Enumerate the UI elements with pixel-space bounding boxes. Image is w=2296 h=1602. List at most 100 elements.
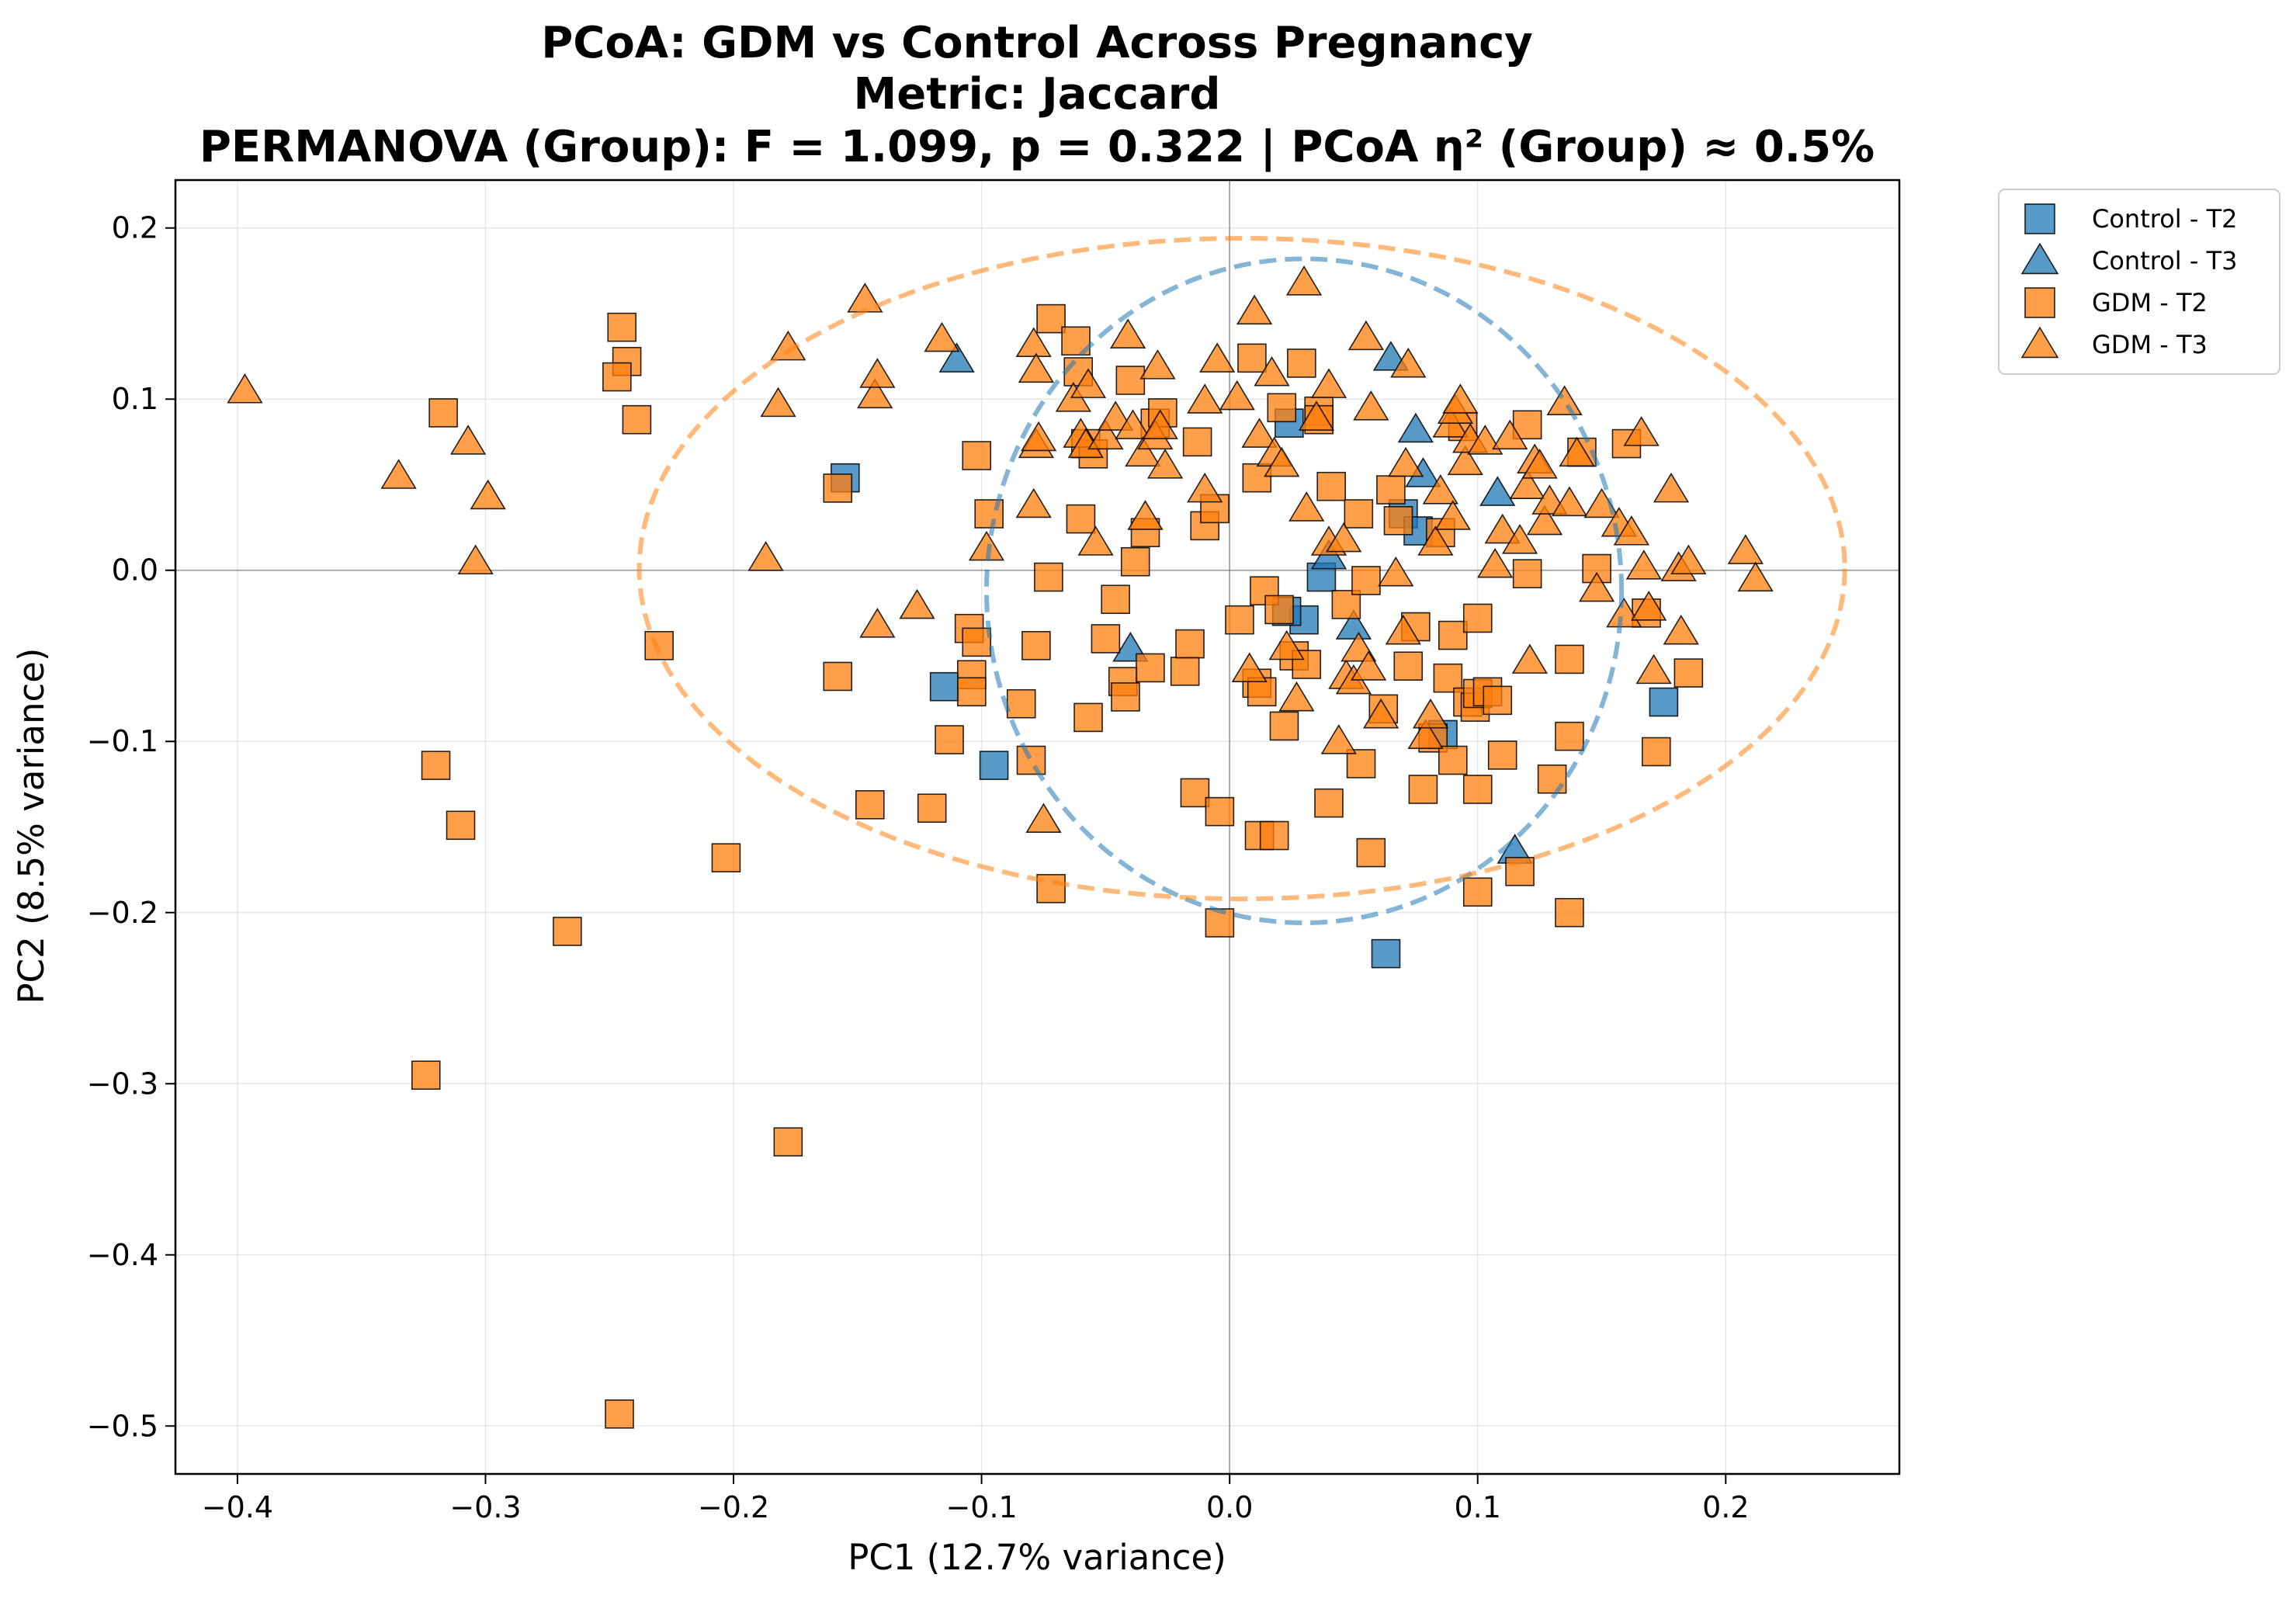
gdm-t2-square-point xyxy=(1120,546,1150,577)
gdm-t2-square-point xyxy=(1344,499,1374,529)
gdm-t3-triangle-point xyxy=(1219,380,1255,411)
gdm-t3-triangle-point xyxy=(1551,486,1588,517)
control-ellipse xyxy=(983,256,1625,925)
gdm-t3-triangle-point xyxy=(1559,436,1595,467)
gdm-t2-square-point xyxy=(607,312,637,342)
gdm-t2-square-point xyxy=(428,398,458,428)
y-tick-label: 0.1 xyxy=(112,382,158,416)
gdm-t3-triangle-point xyxy=(449,425,487,455)
gdm-t2-square-point xyxy=(1331,590,1361,619)
legend-marker-control-t2 xyxy=(2024,203,2055,234)
gdm-t2-square-point xyxy=(974,499,1004,529)
gdm-t2-square-point xyxy=(1170,657,1200,686)
y-tick-label: −0.2 xyxy=(87,896,158,930)
gdm-t3-triangle-point xyxy=(760,387,796,418)
gdm-t3-triangle-point xyxy=(1737,561,1774,592)
gdm-t2-square-point xyxy=(1408,775,1438,804)
gdm-t2-square-point xyxy=(1346,749,1376,778)
gdm-t3-triangle-point xyxy=(1625,550,1662,580)
gdm-t2-square-point xyxy=(1462,877,1493,907)
gdm-t2-square-point xyxy=(1555,897,1584,928)
x-tick-label: 0.1 xyxy=(1455,1490,1501,1524)
gdm-t3-triangle-point xyxy=(1385,614,1422,645)
gdm-t3-triangle-point xyxy=(1236,294,1273,325)
gdm-t2-square-point xyxy=(1259,820,1289,851)
control-t2-square-point xyxy=(979,751,1009,780)
gdm-t3-triangle-point xyxy=(1653,472,1690,503)
gdm-t2-square-point xyxy=(411,1060,441,1091)
gdm-t2-square-point xyxy=(1016,745,1046,775)
x-tick-label: −0.2 xyxy=(698,1490,769,1524)
gdm-t2-square-point xyxy=(1250,576,1279,606)
gdm-t3-triangle-point xyxy=(1362,698,1399,729)
gdm-t3-triangle-point xyxy=(1070,368,1107,398)
gdm-t3-triangle-point xyxy=(1278,681,1315,712)
x-axis-ticks: −0.4 −0.3 −0.2 −0.1 0.0 0.1 0.2 xyxy=(202,1474,1750,1524)
gdm-t2-square-point xyxy=(1091,624,1121,654)
x-tick-label: −0.4 xyxy=(202,1490,273,1524)
control-t2-square-point xyxy=(929,671,959,702)
gdm-t2-square-point xyxy=(1247,677,1277,707)
y-tick-label: 0.0 xyxy=(112,553,158,588)
gdm-t3-triangle-point xyxy=(1127,500,1164,530)
gdm-t2-square-point xyxy=(1673,658,1704,688)
gdm-t2-square-point xyxy=(1242,463,1272,493)
gdm-t2-square-point xyxy=(1269,711,1299,741)
gdm-t3-triangle-point xyxy=(859,358,896,388)
control-t2-square-point xyxy=(1371,938,1401,969)
gdm-t3-triangle-point xyxy=(1417,525,1454,556)
gdm-t2-square-point xyxy=(421,751,451,780)
x-tick-label: −0.1 xyxy=(945,1490,1017,1524)
gdm-t2-square-point xyxy=(823,473,853,503)
gdm-t3-triangle-point xyxy=(457,544,494,575)
gdm-t2-square-point xyxy=(1006,688,1036,719)
gdm-t3-triangle-point xyxy=(924,321,960,352)
x-tick-label: −0.3 xyxy=(449,1490,521,1524)
gdm-t3-triangle-point xyxy=(1139,349,1176,380)
legend-label-control-t3: Control - T3 xyxy=(2092,246,2237,276)
y-tick-label: −0.3 xyxy=(87,1066,158,1101)
gdm-t3-triangle-point xyxy=(1526,505,1563,536)
gdm-t3-triangle-point xyxy=(1546,385,1583,415)
x-axis-label: PC1 (12.7% variance) xyxy=(848,1537,1226,1578)
gdm-t3-triangle-point xyxy=(1407,719,1444,749)
gdm-t2-square-point xyxy=(644,630,674,661)
gdm-t3-triangle-point xyxy=(1613,515,1650,546)
gdm-t3-triangle-point xyxy=(1285,265,1323,296)
legend-label-control-t2: Control - T2 xyxy=(2092,204,2237,234)
gdm-t2-square-point xyxy=(1225,605,1254,635)
gdm-t2-square-point xyxy=(1021,630,1051,661)
gdm-t3-triangle-point xyxy=(1241,418,1278,448)
gdm-t3-triangle-point xyxy=(1484,513,1521,544)
chart-subtitle: Metric: Jaccard xyxy=(854,69,1221,120)
control-t3-triangle-point xyxy=(1397,412,1434,443)
gdm-t3-triangle-point xyxy=(1115,409,1151,439)
gdm-t3-triangle-point xyxy=(1492,419,1528,450)
y-tick-label: −0.1 xyxy=(87,724,158,758)
x-tick-label: 0.2 xyxy=(1702,1490,1749,1524)
gdm-t3-triangle-point xyxy=(1631,591,1667,621)
gdm-t2-square-point xyxy=(1111,682,1140,712)
gdm-t2-square-point xyxy=(1287,348,1316,378)
y-tick-label: −0.4 xyxy=(87,1238,158,1272)
y-tick-label: 0.2 xyxy=(112,211,158,245)
gdm-t2-square-point xyxy=(1376,475,1406,505)
control-t3-triangle-point xyxy=(938,342,975,373)
gdm-ellipse xyxy=(636,235,1847,902)
gdm-t3-triangle-point xyxy=(1434,500,1471,530)
gdm-t3-triangle-point xyxy=(1578,571,1615,602)
gdm-t3-triangle-point xyxy=(1142,409,1178,439)
gdm-t3-triangle-point xyxy=(1231,652,1268,682)
gdm-t3-triangle-point xyxy=(1387,446,1424,477)
gdm-t3-triangle-point xyxy=(1635,654,1672,685)
gdm-t2-square-point xyxy=(1356,837,1386,868)
gdm-t3-triangle-point xyxy=(1310,368,1347,398)
control-t3-triangle-point xyxy=(1335,609,1372,640)
gdm-t2-square-point xyxy=(1438,745,1468,775)
gdm-t2-square-point xyxy=(773,1127,803,1157)
gdm-t2-square-point xyxy=(1267,393,1297,423)
gdm-t3-triangle-point xyxy=(1511,643,1548,674)
gdm-t3-triangle-point xyxy=(1018,352,1055,383)
